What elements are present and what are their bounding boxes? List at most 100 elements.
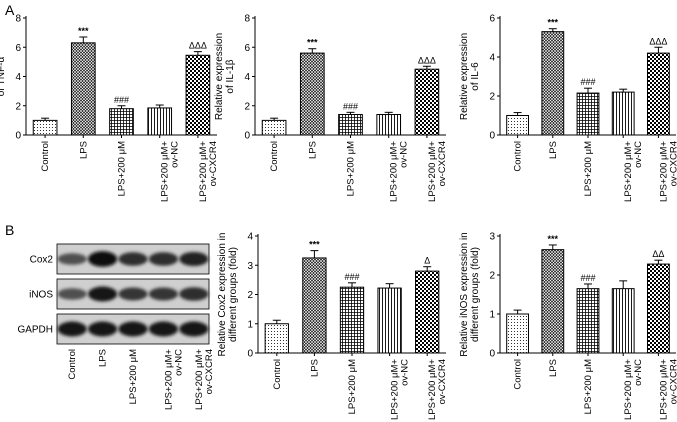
tnf-bar-1	[70, 42, 96, 136]
inos-chart: 0 1 2 3 Relative iNOS expression indifferent…	[459, 232, 677, 420]
tnf-significance-2: ###	[114, 95, 129, 105]
il1b-x-tick-label-3: LPS+200 μM+ov-NC	[389, 141, 410, 202]
blot-band	[88, 321, 118, 337]
inos-y-tick-label: 2	[489, 271, 495, 282]
il1b-y-tick-label: 8	[244, 14, 250, 25]
il6-y-tick-label: 0	[489, 131, 495, 142]
blot-row-label-inos: iNOS	[29, 290, 53, 301]
blot-band	[57, 288, 87, 300]
il1b-bar-3	[376, 114, 402, 136]
blot-band	[118, 252, 148, 266]
il1b-x-tick-label-0: Control	[269, 141, 280, 172]
il6-x-tick-label-2: LPS+200 μM	[583, 141, 594, 196]
inos-y-axis-label: Relative iNOS expression indifferent gro…	[459, 232, 481, 357]
inos-x-tick-label-4: LPS+200 μM+ov-CXCR4	[658, 359, 677, 420]
il6-y-tick-label: 4	[489, 53, 495, 64]
blot-lane-label-3: LPS+200 μM+ov-NC	[163, 349, 184, 410]
cox2-y-tick-label: 1	[247, 319, 253, 330]
il1b-y-axis-label: Relative expressionof IL-1β	[214, 33, 236, 120]
inos-y-tick-label: 0	[489, 349, 495, 360]
cox2-y-axis-label: Relative Cox2 expression indifferent gro…	[217, 233, 239, 357]
blot-band	[118, 321, 148, 337]
tnf-significance-4: ΔΔΔ	[189, 41, 207, 51]
il1b-significance-2: ###	[343, 101, 358, 111]
blot-band	[118, 287, 148, 301]
panel-label-a: A	[5, 2, 15, 18]
tnf-bar-0	[32, 119, 58, 136]
tnf-y-tick-label: 8	[15, 14, 21, 25]
inos-significance-1: ***	[548, 234, 559, 244]
blot-band	[179, 252, 209, 266]
tnf-y-axis-label: Relative expressionof TNF-α	[0, 33, 7, 120]
blot-lane-label-2: LPS+200 μM	[128, 349, 139, 404]
inos-x-tick-label-2: LPS+200 μM	[583, 359, 594, 414]
blot-band	[57, 253, 87, 265]
cox2-x-tick-label-3: LPS+200 μM+ov-NC	[390, 359, 411, 420]
cox2-bar-1	[302, 257, 327, 354]
blot-row-label-gapdh: GAPDH	[17, 325, 53, 336]
tnf-alpha-chart: 0 2 4 6 8 Relative expressionof TNF-α Control *…	[0, 14, 219, 202]
il6-significance-1: ***	[548, 18, 559, 28]
cox2-significance-1: ***	[309, 240, 320, 250]
cox2-bar-4	[415, 270, 440, 354]
inos-bar-1	[541, 249, 565, 354]
blot-band	[179, 287, 209, 301]
il6-y-axis-label: Relative expressionof IL-6	[459, 33, 481, 120]
tnf-x-tick-label-4: LPS+200 μM+ov-CXCR4	[198, 141, 219, 202]
il1b-x-tick-label-1: LPS	[307, 141, 318, 159]
tnf-y-tick-label: 0	[15, 131, 21, 142]
blot-band	[57, 321, 87, 337]
blot-band	[88, 286, 118, 302]
il1b-significance-4: ΔΔΔ	[418, 55, 436, 65]
cox2-x-tick-label-0: Control	[272, 359, 283, 390]
cox2-x-tick-label-4: LPS+200 μM+ov-CXCR4	[427, 359, 448, 420]
blot-lane-label-0: Control	[67, 349, 78, 380]
il-1beta-chart: 0 2 4 6 8 Relative expressionof IL-1β Control *…	[214, 14, 448, 202]
tnf-significance-1: ***	[78, 26, 89, 36]
il6-x-tick-label-1: LPS	[548, 141, 559, 159]
inos-x-tick-label-0: Control	[513, 359, 524, 390]
tnf-bar-4	[185, 54, 211, 136]
il6-bar-0	[506, 115, 530, 136]
tnf-x-tick-label-1: LPS	[78, 141, 89, 159]
cox2-significance-4: Δ	[424, 256, 430, 266]
inos-y-tick-label: 3	[489, 232, 495, 243]
il1b-x-tick-label-4: LPS+200 μM+ov-CXCR4	[427, 141, 448, 202]
inos-bar-4	[646, 263, 670, 354]
il1b-x-tick-label-2: LPS+200 μM	[346, 141, 357, 196]
il6-bar-1	[541, 31, 565, 136]
il6-y-tick-label: 6	[489, 14, 495, 25]
cox2-y-tick-label: 3	[247, 261, 253, 272]
cox2-y-tick-label: 4	[247, 232, 253, 243]
blot-band	[88, 251, 118, 267]
il6-significance-2: ###	[580, 77, 595, 87]
il6-significance-4: ΔΔΔ	[649, 36, 667, 46]
tnf-x-tick-label-3: LPS+200 μM+ov-NC	[160, 141, 181, 202]
inos-bar-3	[611, 288, 635, 354]
blot-lane-label-1: LPS	[98, 349, 109, 367]
panel-label-b: B	[5, 222, 14, 238]
il6-x-tick-label-0: Control	[513, 141, 524, 172]
il-6-chart: 0 2 4 6 Relative expressionof IL-6 Control ***…	[459, 14, 677, 202]
tnf-y-tick-label: 6	[15, 43, 21, 54]
blot-row-label-cox2: Cox2	[30, 255, 54, 266]
il1b-y-tick-label: 2	[244, 101, 250, 112]
il6-x-tick-label-4: LPS+200 μM+ov-CXCR4	[658, 141, 677, 202]
il1b-y-tick-label: 4	[244, 72, 250, 83]
il1b-significance-1: ***	[307, 38, 318, 48]
il1b-bar-4	[414, 68, 440, 136]
inos-bar-0	[506, 313, 530, 354]
il6-bar-2	[576, 92, 600, 136]
cox2-x-tick-label-1: LPS	[309, 359, 320, 377]
tnf-x-tick-label-2: LPS+200 μM	[117, 141, 128, 196]
il1b-bar-1	[299, 52, 325, 136]
inos-significance-4: ΔΔ	[652, 249, 664, 259]
blot-band	[148, 287, 178, 301]
cox2-significance-2: ###	[344, 272, 359, 282]
il1b-y-tick-label: 0	[244, 131, 250, 142]
cox2-chart: 0 1 2 3 4 Relative Cox2 expression indifferen…	[217, 232, 448, 420]
tnf-x-tick-label-0: Control	[40, 141, 51, 172]
il6-bar-4	[646, 52, 670, 136]
inos-x-tick-label-3: LPS+200 μM+ov-NC	[623, 359, 644, 420]
